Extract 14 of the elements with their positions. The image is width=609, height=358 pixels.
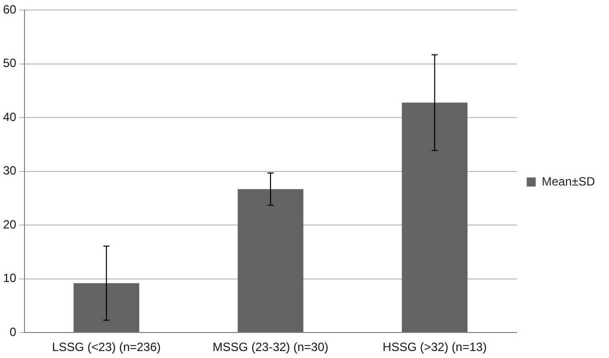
bar (402, 102, 468, 332)
y-tick-label: 40 (2, 110, 17, 124)
y-tick-label: 0 (10, 324, 17, 339)
legend-label: Mean±SD (542, 174, 596, 188)
x-tick-label: LSSG (<23) (n=236) (52, 340, 161, 354)
bar (74, 283, 140, 332)
x-tick-label: HSSG (>32) (n=13) (382, 340, 487, 354)
y-tick-label: 20 (2, 217, 17, 232)
y-tick-label: 60 (2, 2, 17, 17)
y-tick-label: 50 (2, 56, 17, 70)
bar (238, 189, 304, 332)
y-tick-label: 30 (2, 164, 17, 178)
y-tick-label: 10 (2, 271, 17, 286)
x-tick-label: MSSG (23-32) (n=30) (212, 340, 328, 354)
